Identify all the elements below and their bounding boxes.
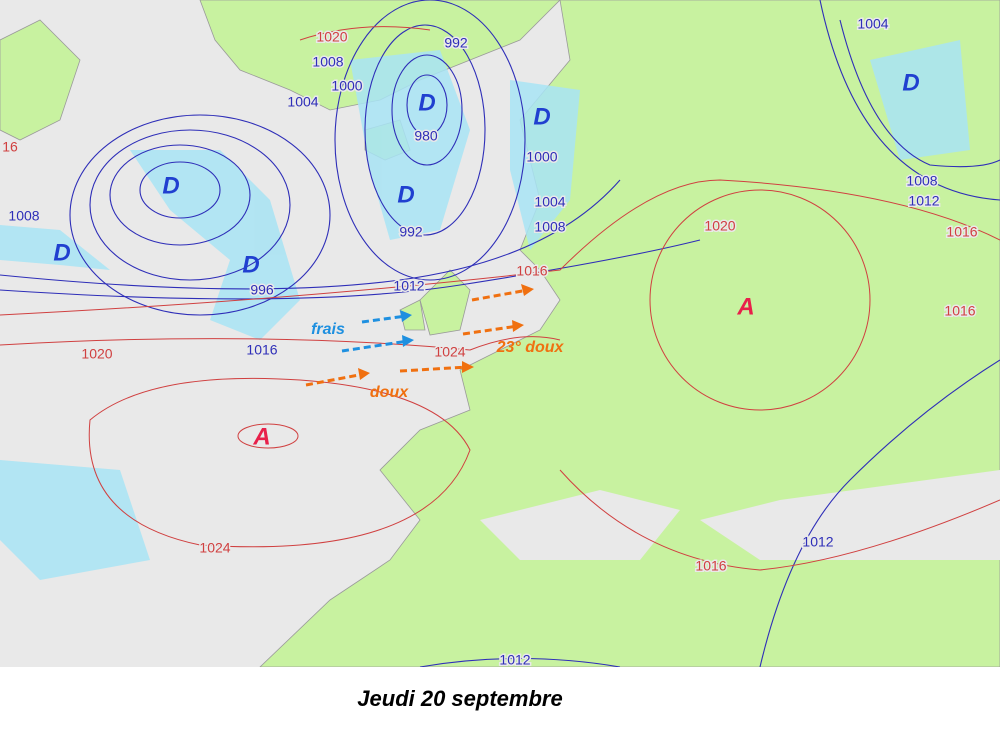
high-pressure: A xyxy=(736,293,754,320)
red-isobars xyxy=(0,26,1000,571)
isobar-label: 992 xyxy=(444,35,468,51)
isobar-label: 1016 xyxy=(695,558,726,574)
isobar-label: 980 xyxy=(414,128,438,144)
isobar-label: 1012 xyxy=(499,652,530,667)
low-pressure: D xyxy=(53,239,70,266)
isobar-label: 1016 xyxy=(246,342,277,358)
isobar-label: 1024 xyxy=(434,344,465,360)
isobar-label: 1008 xyxy=(8,208,39,224)
high-pressure: A xyxy=(252,423,270,450)
low-pressure: D xyxy=(162,172,179,199)
isobar-label: 1008 xyxy=(906,173,937,189)
isobar-label: 1012 xyxy=(393,278,424,294)
isobar-label: 1020 xyxy=(81,346,112,362)
low-pressure: D xyxy=(418,89,435,116)
isobar-label: 1008 xyxy=(534,219,565,235)
low-pressure: D xyxy=(533,103,550,130)
isobar-label: 1016 xyxy=(944,303,975,319)
isobar-label: 1020 xyxy=(704,218,735,234)
annotation: frais xyxy=(311,321,345,338)
isobar-label: 1000 xyxy=(526,149,557,165)
arrow-heads xyxy=(358,284,534,380)
isobar-label: 1000 xyxy=(331,78,362,94)
isobar-label: 1016 xyxy=(946,224,977,240)
isobar-label: 992 xyxy=(399,224,423,240)
isobar-label: 1004 xyxy=(287,94,318,110)
wind-arrows xyxy=(305,288,529,387)
low-pressure: D xyxy=(902,69,919,96)
isobar-label: 1020 xyxy=(316,29,347,45)
britain xyxy=(419,269,471,336)
isobar-label: 16 xyxy=(2,139,18,155)
isobar-label: 996 xyxy=(250,282,274,298)
isobar-label: 1012 xyxy=(908,193,939,209)
annotation: doux xyxy=(370,384,409,401)
isobar-label: 1004 xyxy=(534,194,565,210)
mediterranean xyxy=(480,470,1000,560)
blue-isobars xyxy=(0,0,1000,668)
isobar-label: 1008 xyxy=(312,54,343,70)
isobar-label: 1016 xyxy=(516,263,547,279)
isobar-label: 1012 xyxy=(802,534,833,550)
canada xyxy=(0,19,81,141)
caption: Jeudi 20 septembre xyxy=(357,686,563,711)
isobar-label: 1004 xyxy=(857,16,888,32)
ireland xyxy=(399,299,426,331)
low-pressure: D xyxy=(242,251,259,278)
precipitation xyxy=(0,40,970,580)
low-pressure: D xyxy=(397,181,414,208)
weather-map: 1020 1008 1004 1000 992 980 992 1000 1004 1008 101… xyxy=(0,0,1000,669)
isobar-label: 1024 xyxy=(199,540,230,556)
annotation: 23° doux xyxy=(496,339,565,356)
